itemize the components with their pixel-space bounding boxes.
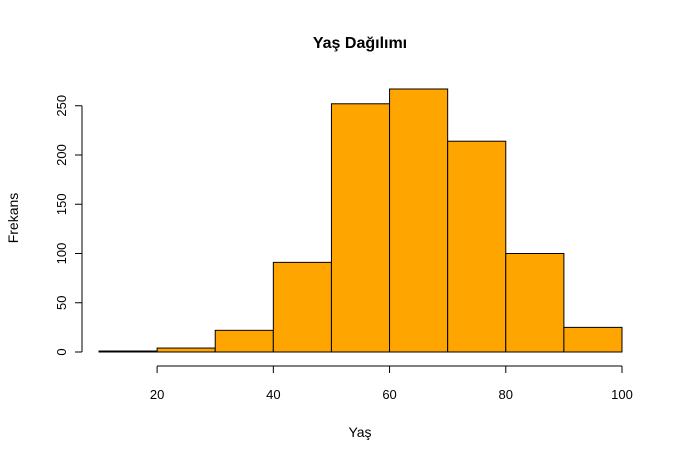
chart-title: Yaş Dağılımı <box>313 35 407 52</box>
histogram-bar-30-40 <box>214 329 274 353</box>
x-axis: 20 40 60 80 100 <box>150 365 633 402</box>
y-tick-label: 150 <box>54 193 69 215</box>
y-axis-label: Frekans <box>5 193 21 244</box>
y-axis: 0 50 100 150 200 250 <box>54 95 83 356</box>
y-tick-label: 100 <box>54 243 69 265</box>
histogram-bar-50-60 <box>330 103 391 353</box>
x-tick-label: 60 <box>382 387 396 402</box>
x-tick-label: 100 <box>611 387 633 402</box>
histogram-bar-20-30 <box>156 347 216 353</box>
histogram-bar-80-90 <box>505 252 565 353</box>
histogram-bar-10-20 <box>98 350 158 353</box>
histogram-bar-90-100 <box>563 326 623 353</box>
y-tick-label: 0 <box>54 348 69 355</box>
bars-group <box>98 88 623 353</box>
histogram-bar-70-80 <box>447 140 507 353</box>
histogram-bar-40-50 <box>272 261 332 353</box>
y-tick-label: 250 <box>54 95 69 117</box>
y-tick-label: 200 <box>54 144 69 166</box>
x-tick-label: 20 <box>150 387 164 402</box>
x-tick-label: 80 <box>499 387 513 402</box>
x-axis-label: Yaş <box>348 424 371 440</box>
histogram-bar-60-70 <box>389 88 449 353</box>
y-tick-label: 50 <box>54 296 69 310</box>
x-tick-label: 40 <box>266 387 280 402</box>
